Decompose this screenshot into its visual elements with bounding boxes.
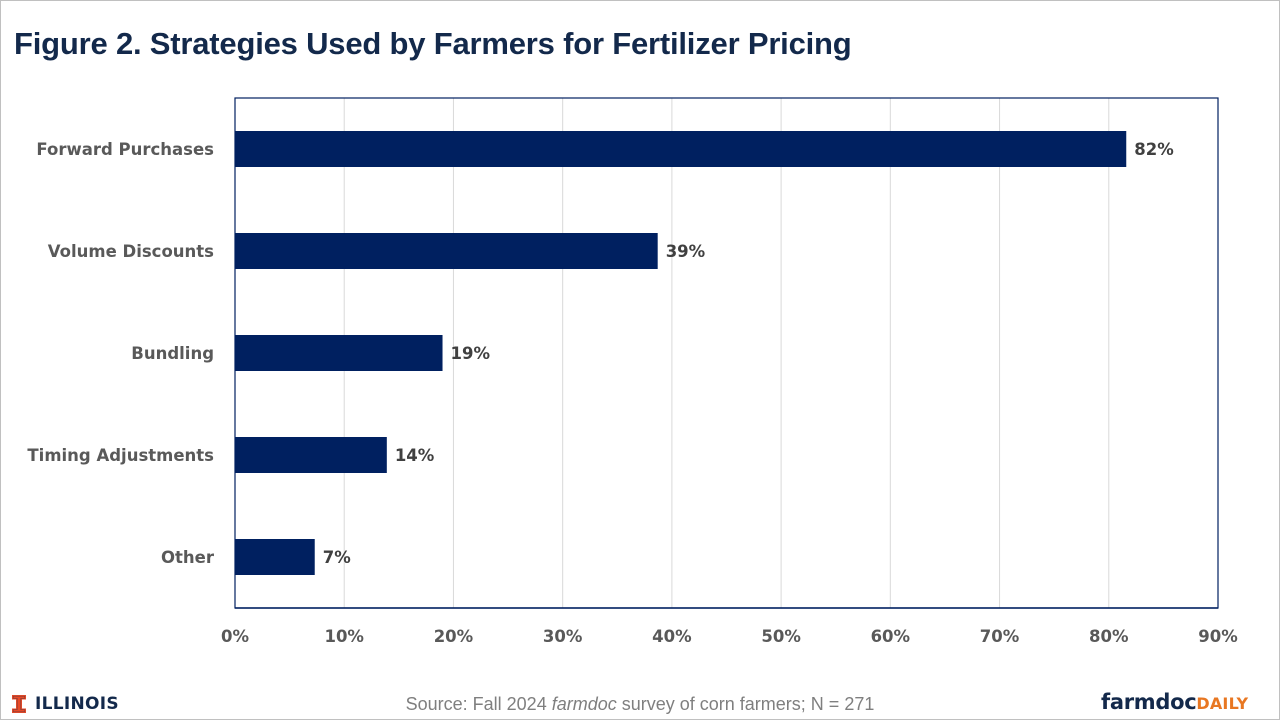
illinois-logo: ILLINOIS bbox=[12, 694, 119, 714]
data-label: 19% bbox=[451, 344, 491, 363]
x-tick-label: 50% bbox=[761, 627, 801, 646]
x-tick-label: 20% bbox=[434, 627, 474, 646]
category-label: Forward Purchases bbox=[36, 140, 214, 159]
data-label: 7% bbox=[323, 548, 351, 567]
x-tick-label: 70% bbox=[980, 627, 1020, 646]
block-i-icon bbox=[12, 695, 26, 713]
x-tick-label: 10% bbox=[324, 627, 364, 646]
x-tick-label: 60% bbox=[871, 627, 911, 646]
chart-title: Figure 2. Strategies Used by Farmers for… bbox=[14, 26, 852, 61]
source-prefix: Source: Fall 2024 bbox=[405, 694, 552, 714]
data-label: 14% bbox=[395, 446, 435, 465]
x-axis-tick-labels: 0% 10% 20% 30% 40% 50% 60% 70% 80% 90% bbox=[221, 627, 1238, 646]
gridlines bbox=[343, 98, 1110, 608]
illinois-wordmark: ILLINOIS bbox=[35, 694, 119, 714]
data-label: 39% bbox=[666, 242, 706, 261]
category-labels: Forward Purchases Volume Discounts Bundlin… bbox=[27, 140, 214, 567]
bars bbox=[235, 131, 1127, 575]
x-tick-label: 90% bbox=[1198, 627, 1238, 646]
category-label: Other bbox=[161, 548, 215, 567]
bar bbox=[235, 335, 443, 371]
source-note: Source: Fall 2024 farmdoc survey of corn… bbox=[0, 694, 1280, 715]
bar bbox=[235, 131, 1127, 167]
category-label: Timing Adjustments bbox=[27, 446, 214, 465]
bar bbox=[235, 539, 315, 575]
x-tick-label: 0% bbox=[221, 627, 249, 646]
data-label: 82% bbox=[1134, 140, 1174, 159]
source-italic: farmdoc bbox=[551, 694, 617, 714]
bar bbox=[235, 233, 658, 269]
plot-area-border bbox=[234, 97, 1219, 609]
category-label: Bundling bbox=[131, 344, 214, 363]
bar bbox=[235, 437, 387, 473]
category-label: Volume Discounts bbox=[48, 242, 214, 261]
farmdoc-daily-logo: farmdocDAILY bbox=[1101, 690, 1248, 714]
source-suffix: survey of corn farmers; N = 271 bbox=[616, 694, 875, 714]
bar-chart: Forward Purchases Volume Discounts Bundlin… bbox=[27, 97, 1238, 646]
x-tick-label: 30% bbox=[543, 627, 583, 646]
daily-wordmark: DAILY bbox=[1196, 694, 1249, 713]
x-tick-label: 40% bbox=[652, 627, 692, 646]
farmdoc-wordmark: farmdoc bbox=[1101, 690, 1197, 714]
x-tick-label: 80% bbox=[1089, 627, 1129, 646]
data-labels: 82% 39% 19% 14% 7% bbox=[323, 140, 1174, 567]
